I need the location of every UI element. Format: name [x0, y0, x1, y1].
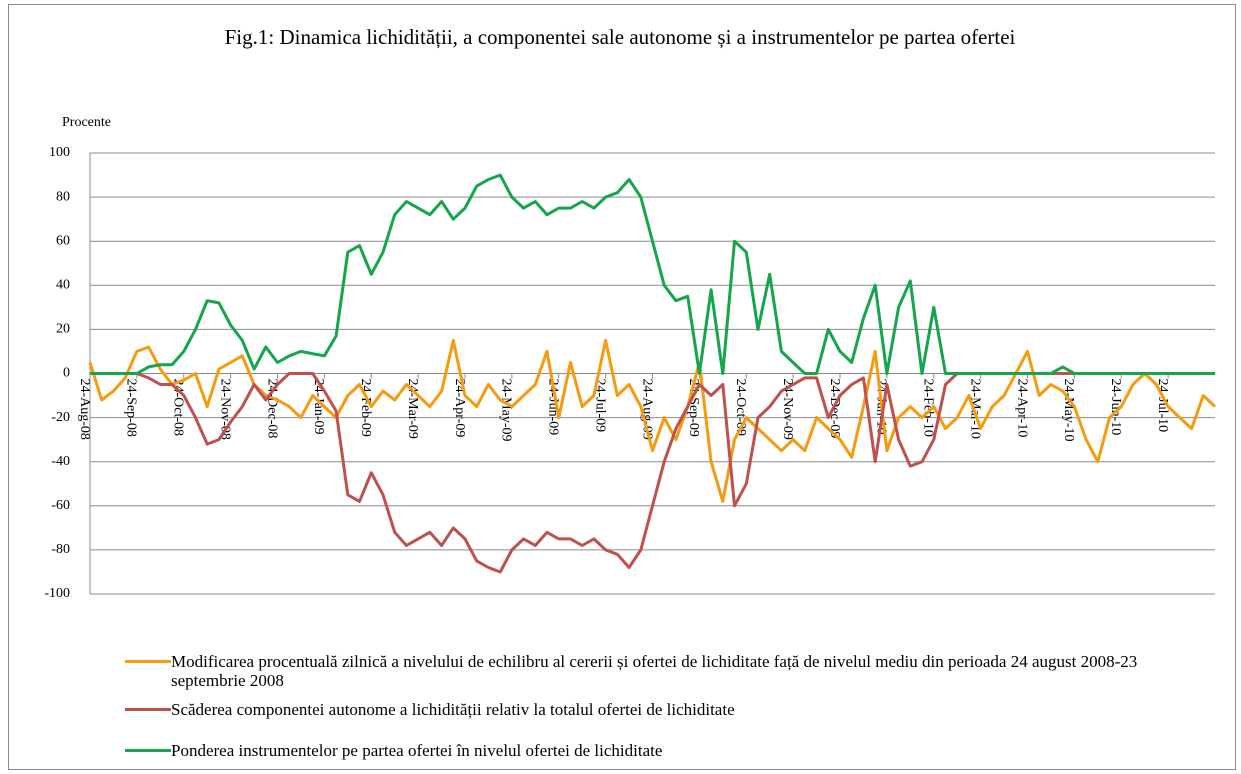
- y-tick-label: -40: [51, 454, 70, 469]
- legend-item: Ponderea instrumentelor pe partea oferte…: [125, 741, 1165, 760]
- x-tick-label: 24-Nov-09: [780, 379, 795, 440]
- legend-swatch: [125, 708, 171, 711]
- y-tick-label: -20: [51, 410, 70, 425]
- y-tick-label: 60: [56, 233, 70, 248]
- x-tick-label: 24-Sep-08: [124, 379, 139, 437]
- legend-label: Modificarea procentuală zilnică a nivelu…: [171, 652, 1138, 690]
- chart-title: Fig.1: Dinamica lichidității, a componen…: [224, 25, 1016, 49]
- x-tick-label: 24-Feb-10: [921, 379, 936, 437]
- y-tick-label: 80: [56, 189, 70, 204]
- x-tick-label: 24-Mar-09: [405, 379, 420, 439]
- y-tick-label: -100: [44, 586, 70, 601]
- legend: Modificarea procentuală zilnică a nivelu…: [125, 652, 1165, 770]
- y-tick-label: 40: [56, 278, 70, 293]
- legend-label: Scăderea componentei autonome a lichidit…: [171, 700, 735, 719]
- y-tick-label: 20: [56, 322, 70, 337]
- series-line: [88, 338, 1217, 503]
- x-tick-label: 24-Apr-10: [1014, 379, 1029, 438]
- legend-item: Modificarea procentuală zilnică a nivelu…: [125, 652, 1165, 690]
- y-tick-label: 100: [49, 145, 70, 160]
- y-tick-label: -80: [51, 542, 70, 557]
- series-line: [90, 173, 1215, 375]
- legend-item: Scăderea componentei autonome a lichidit…: [125, 700, 1165, 719]
- legend-swatch: [125, 660, 171, 663]
- legend-label: Ponderea instrumentelor pe partea oferte…: [171, 741, 663, 760]
- x-tick-label: 24-May-09: [499, 379, 514, 442]
- y-axis-label: Procente: [62, 115, 111, 130]
- x-tick-label: 24-Feb-09: [358, 379, 373, 437]
- legend-swatch: [125, 749, 171, 752]
- x-tick-label: 24-Jun-10: [1108, 379, 1123, 436]
- x-tick-label: 24-Jun-09: [546, 379, 561, 436]
- y-tick-label: 0: [63, 366, 70, 381]
- x-tick-label: 24-Jan-09: [311, 379, 326, 435]
- chart-frame: [8, 4, 1236, 770]
- x-tick-label: 24-Dec-08: [264, 379, 279, 439]
- x-tick-label: 24-Aug-09: [639, 379, 654, 440]
- x-tick-label: 24-Aug-08: [77, 379, 92, 440]
- x-tick-label: 24-May-10: [1061, 379, 1076, 442]
- y-tick-label: -60: [51, 498, 70, 513]
